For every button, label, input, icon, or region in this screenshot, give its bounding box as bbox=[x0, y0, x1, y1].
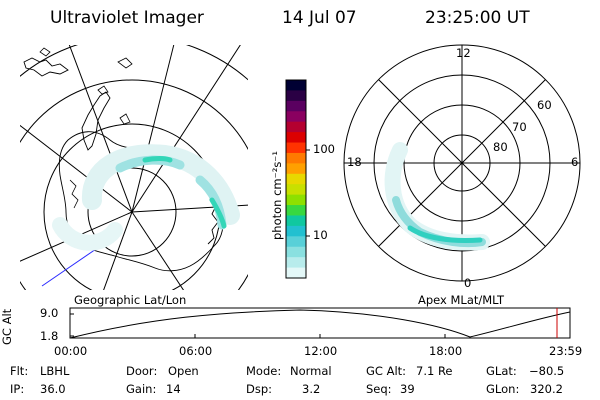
seq-value: 39 bbox=[400, 382, 415, 396]
date-label: 14 Jul 07 bbox=[282, 8, 357, 28]
gcalt-value: 7.1 Re bbox=[416, 364, 453, 378]
colorbar-tick-10: 10 bbox=[313, 228, 328, 242]
colorbar-segment bbox=[286, 257, 306, 269]
colorbar-segment bbox=[286, 267, 306, 279]
colorbar-segment bbox=[286, 142, 306, 154]
altitude-ytick-1-8: 1.8 bbox=[40, 329, 59, 343]
colorbar-segment bbox=[286, 121, 306, 133]
mode-value: Normal bbox=[290, 364, 332, 378]
glat-label: GLat: bbox=[486, 364, 517, 378]
glon-label: GLon: bbox=[486, 382, 520, 396]
glon-value: 320.2 bbox=[530, 382, 563, 396]
gain-value: 14 bbox=[166, 382, 181, 396]
flt-label: Flt: bbox=[10, 364, 29, 378]
colorbar-segment bbox=[286, 184, 306, 196]
colorbar-title: photon cm⁻²s⁻¹ bbox=[270, 151, 284, 240]
glat-value: −80.5 bbox=[529, 364, 565, 378]
colorbar-segment bbox=[286, 80, 306, 92]
dsp-label: Dsp: bbox=[246, 382, 273, 396]
lat-label-80: 80 bbox=[493, 140, 508, 154]
colorbar-segment bbox=[286, 194, 306, 206]
x-tick-0600: 06:00 bbox=[179, 344, 213, 358]
mlt-label-0: 0 bbox=[464, 276, 472, 290]
flt-value: LBHL bbox=[40, 364, 70, 378]
door-value: Open bbox=[168, 364, 199, 378]
right-aurora bbox=[384, 142, 490, 251]
mlt-label-18: 18 bbox=[347, 155, 362, 169]
ip-label: IP: bbox=[10, 382, 25, 396]
x-tick-2359: 23:59 bbox=[549, 344, 583, 358]
time-label: 23:25:00 UT bbox=[425, 8, 530, 28]
colorbar-segment bbox=[286, 225, 306, 237]
gain-label: Gain: bbox=[126, 382, 157, 396]
colorbar-segment bbox=[286, 132, 306, 144]
colorbar-segment bbox=[286, 205, 306, 217]
apex-caption: Apex MLat/MLT bbox=[418, 293, 505, 307]
lat-label-60: 60 bbox=[537, 98, 552, 112]
x-tick-1800: 18:00 bbox=[429, 344, 463, 358]
altitude-ylabel: GC Alt bbox=[0, 308, 14, 345]
mode-label: Mode: bbox=[246, 364, 282, 378]
colorbar-segment bbox=[286, 246, 306, 258]
lat-label-70: 70 bbox=[512, 120, 527, 134]
instrument-title: Ultraviolet Imager bbox=[50, 8, 204, 28]
x-tick-1200: 12:00 bbox=[304, 344, 338, 358]
left-aurora bbox=[52, 144, 240, 251]
geographic-caption: Geographic Lat/Lon bbox=[74, 293, 187, 307]
colorbar-segment bbox=[286, 90, 306, 102]
dsp-value: 3.2 bbox=[302, 382, 321, 396]
colorbar-tick-100: 100 bbox=[313, 142, 335, 156]
x-tick-0000: 00:00 bbox=[54, 344, 88, 358]
colorbar-segment bbox=[286, 111, 306, 123]
colorbar-segment bbox=[286, 163, 306, 175]
mlt-label-6: 6 bbox=[571, 155, 579, 169]
colorbar-segment bbox=[286, 173, 306, 185]
apex-polar-plot bbox=[343, 44, 581, 282]
door-label: Door: bbox=[126, 364, 158, 378]
colorbar bbox=[286, 80, 306, 279]
colorbar-segment bbox=[286, 100, 306, 112]
ip-value: 36.0 bbox=[40, 382, 66, 396]
gcalt-label: GC Alt: bbox=[366, 364, 407, 378]
altitude-ytick-9: 9.0 bbox=[40, 306, 59, 320]
seq-label: Seq: bbox=[366, 382, 392, 396]
colorbar-segment bbox=[286, 215, 306, 227]
altitude-plot bbox=[69, 307, 571, 339]
colorbar-segment bbox=[286, 236, 306, 248]
mlt-label-12: 12 bbox=[456, 46, 471, 60]
colorbar-segment bbox=[286, 152, 306, 164]
